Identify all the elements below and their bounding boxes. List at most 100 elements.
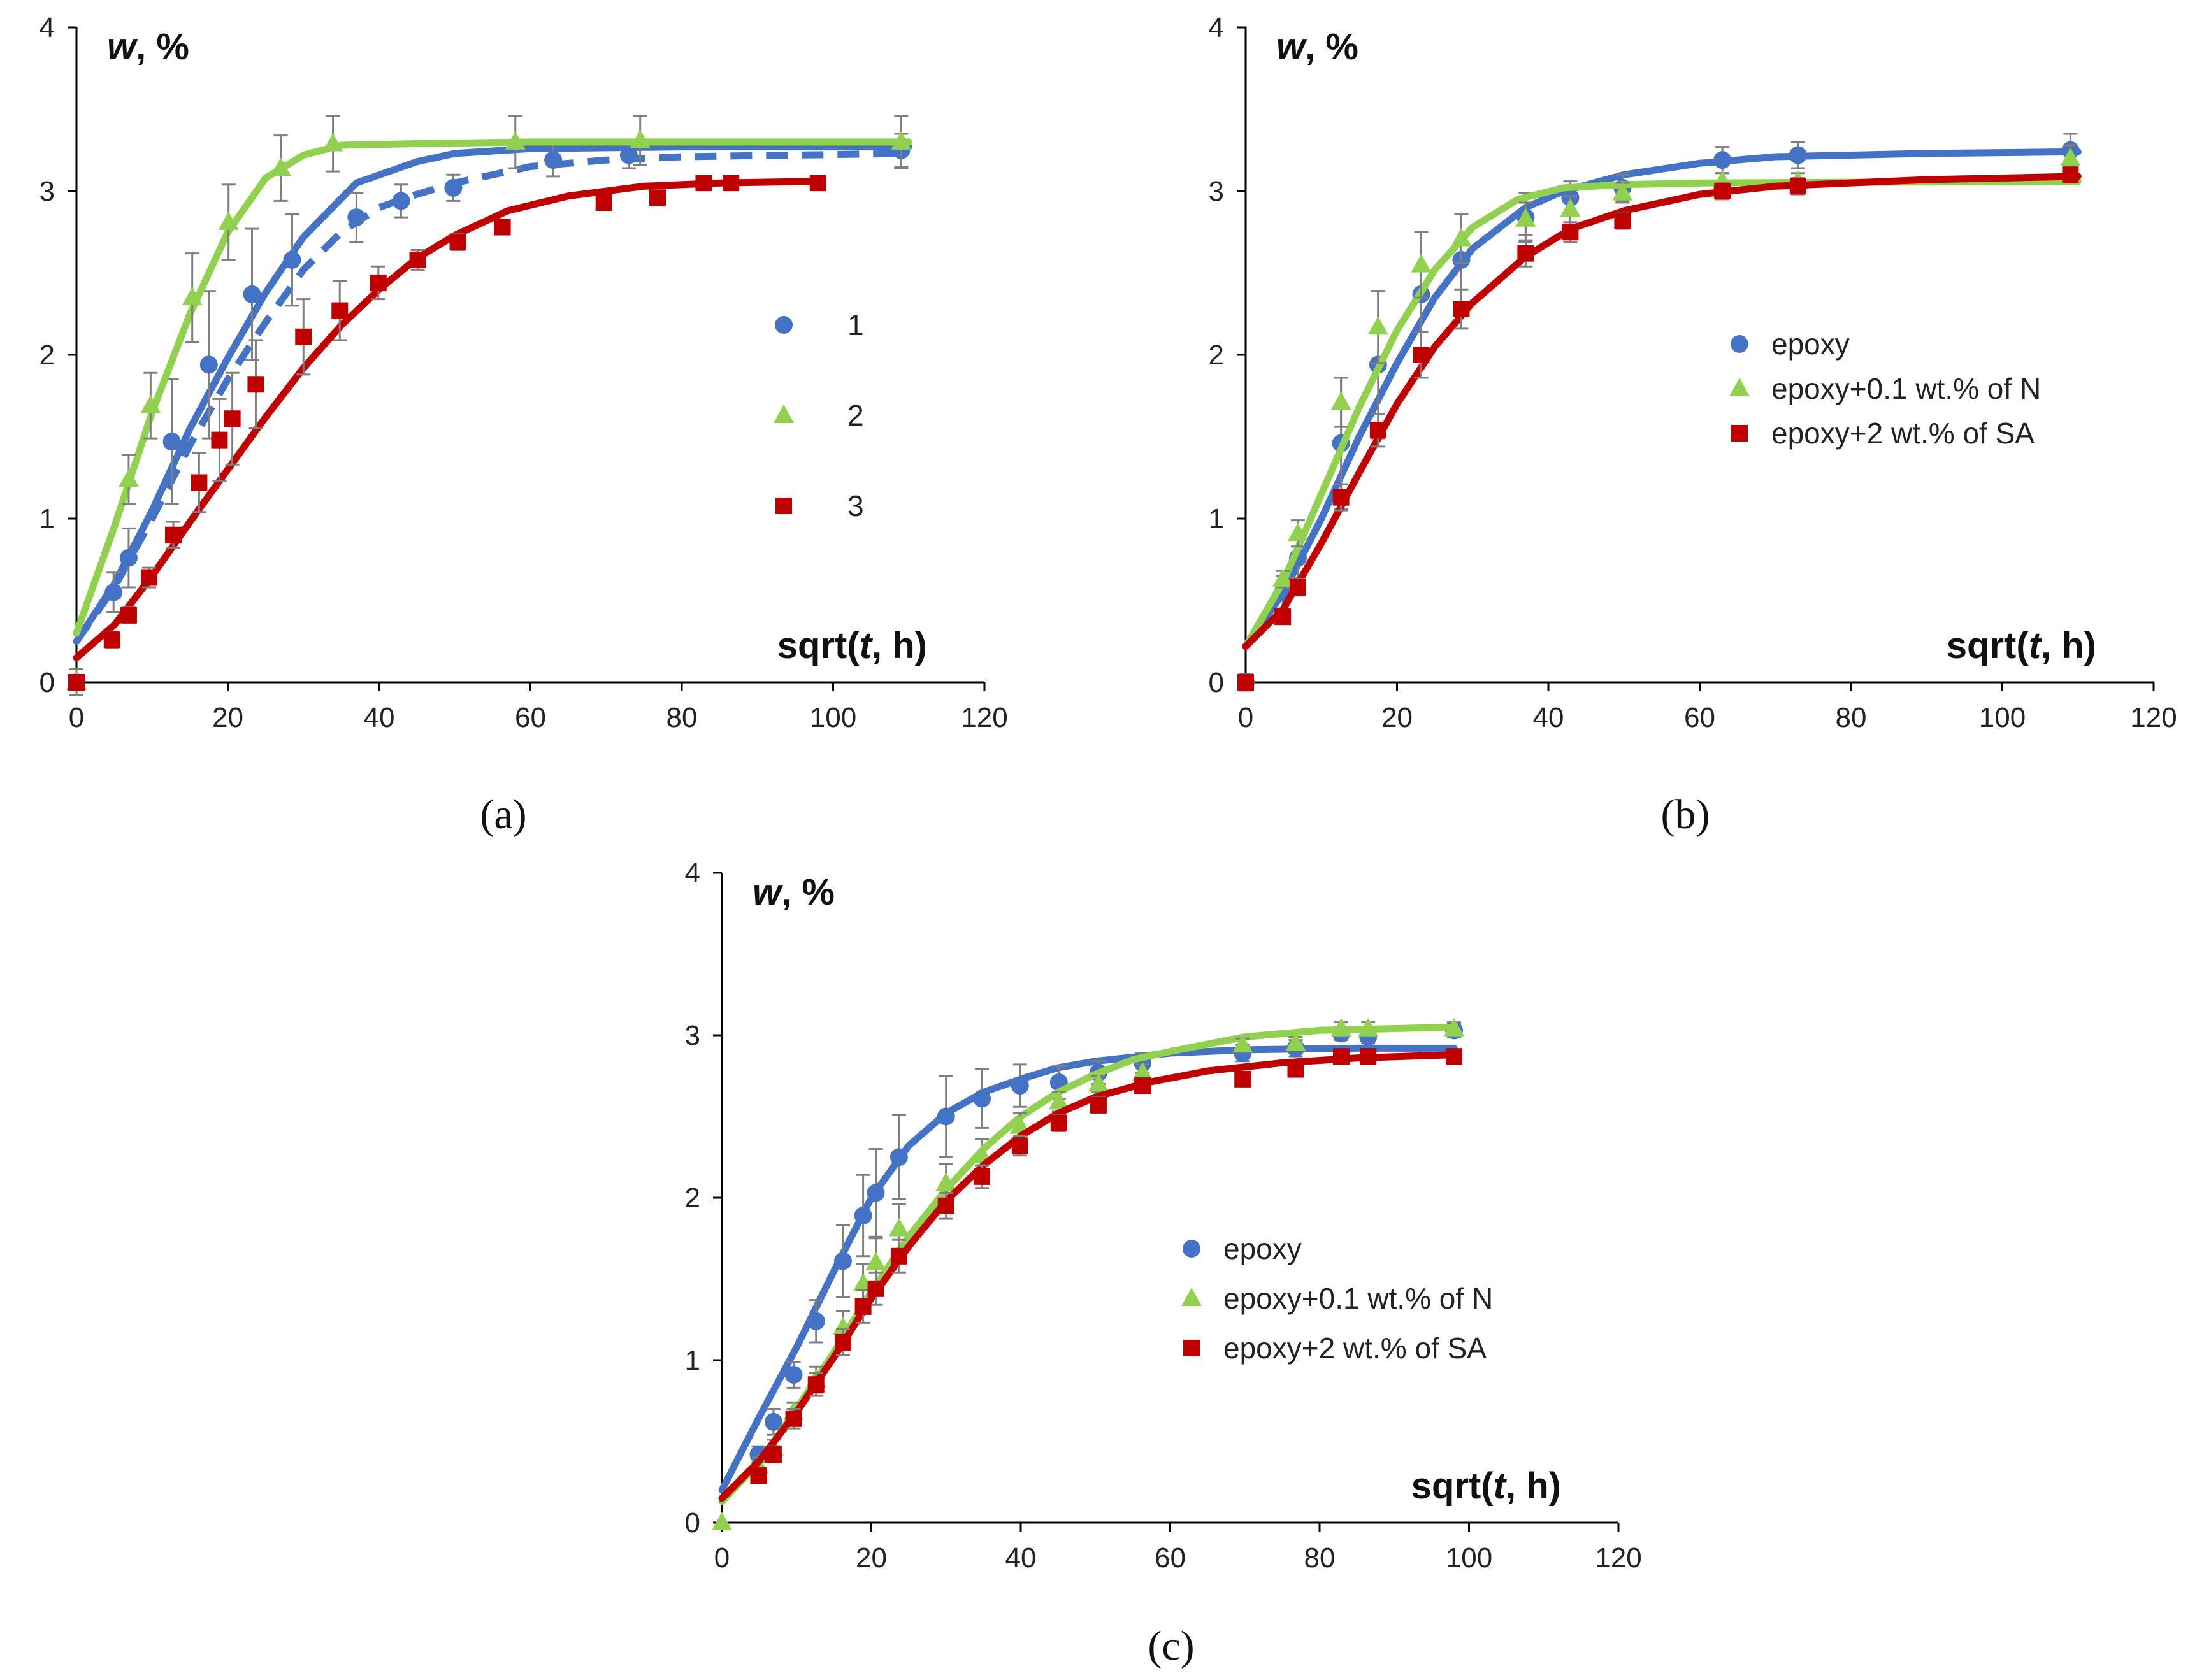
data-point [1234, 1070, 1251, 1088]
data-point [331, 302, 349, 319]
y-axis-title-var: w [753, 872, 784, 913]
data-point [218, 211, 239, 230]
x-tick-label: 80 [1304, 1542, 1336, 1574]
data-point [141, 569, 157, 586]
y-axis-title-unit: , % [781, 872, 835, 913]
legend-entry-a-2: 2 [774, 399, 864, 432]
x-tick-label: 40 [364, 702, 395, 733]
data-point [891, 131, 912, 150]
data-point [224, 410, 241, 427]
data-point [270, 157, 291, 176]
data-point [162, 433, 181, 451]
fit-curve-dashed [73, 150, 909, 643]
data-point [68, 674, 85, 691]
x-axis-title-var: t [1494, 1465, 1508, 1507]
data-point [1413, 347, 1430, 363]
y-tick-label: 0 [685, 1507, 700, 1539]
series-c-3 [718, 1048, 1463, 1502]
data-point [1011, 1077, 1029, 1095]
legend-label: epoxy+0.1 wt.% of N [1771, 372, 2041, 405]
data-point [809, 175, 826, 192]
y-axis-title-var: w [107, 26, 138, 68]
data-point [867, 1184, 885, 1202]
data-point [409, 251, 426, 268]
data-point [764, 1412, 782, 1431]
panel-caption: (b) [1661, 791, 1710, 838]
data-point [494, 219, 511, 236]
x-axis-title-pre: sqrt( [1411, 1465, 1494, 1507]
data-point [1237, 674, 1254, 691]
series-b-3 [1237, 166, 2082, 691]
data-point [867, 1280, 884, 1297]
fit-curve [718, 1044, 1458, 1494]
data-point [937, 1197, 954, 1214]
data-point [1411, 254, 1432, 273]
data-point [834, 1333, 851, 1351]
legend-label: epoxy [1223, 1232, 1302, 1265]
legend-entry-c-1: epoxy [1183, 1232, 1302, 1265]
legend-marker [1731, 425, 1748, 442]
data-point [199, 355, 218, 374]
data-point [347, 208, 366, 227]
x-tick-label: 80 [666, 702, 698, 733]
x-tick-label: 100 [1979, 702, 2026, 733]
y-tick-label: 2 [40, 340, 55, 371]
fit-curve [73, 143, 912, 645]
x-tick-label: 120 [2130, 702, 2177, 733]
data-point [103, 631, 120, 649]
data-point [2060, 147, 2081, 166]
legend-marker [1729, 378, 1750, 396]
panel-caption: (c) [1148, 1623, 1194, 1669]
legend-marker [1181, 1288, 1202, 1306]
x-tick-label: 20 [1381, 702, 1413, 733]
y-tick-label: 4 [40, 12, 55, 43]
data-point [1562, 224, 1579, 241]
data-point [1451, 227, 1472, 247]
y-axis-title: w, % [1276, 26, 1358, 68]
data-point [1517, 245, 1534, 262]
data-point [1369, 422, 1386, 439]
data-point [1132, 1061, 1153, 1081]
data-point [595, 194, 612, 211]
y-tick-label: 1 [1209, 503, 1224, 535]
data-point [974, 1168, 991, 1185]
data-point [1285, 1032, 1306, 1051]
x-tick-label: 100 [1446, 1542, 1492, 1574]
fit-curve [73, 138, 912, 637]
data-point [544, 151, 563, 169]
data-point [118, 468, 139, 487]
data-point [750, 1467, 767, 1484]
x-axis-title-var: t [2029, 625, 2043, 666]
data-point [140, 394, 161, 413]
data-point [247, 376, 264, 393]
data-point [1444, 1017, 1465, 1037]
series-a-3 [68, 175, 826, 691]
data-point [1332, 489, 1350, 506]
legend-label: 3 [847, 489, 864, 522]
data-point [165, 526, 182, 543]
data-point [1714, 183, 1731, 199]
data-point [1360, 1048, 1377, 1065]
y-axis-title: w, % [107, 26, 189, 68]
data-point [649, 189, 666, 206]
data-point [1274, 608, 1292, 626]
x-tick-label: 40 [1533, 702, 1564, 733]
x-axis-title: sqrt(t, h) [777, 625, 927, 666]
data-point [283, 250, 301, 269]
data-point [1287, 1061, 1304, 1078]
data-point [888, 1217, 909, 1237]
data-point [1134, 1077, 1151, 1095]
data-point [1088, 1073, 1109, 1092]
data-point [392, 192, 410, 210]
x-tick-label: 20 [856, 1542, 887, 1574]
data-point [1515, 208, 1536, 227]
legend-label: 1 [847, 308, 864, 341]
legend-marker [775, 316, 793, 334]
data-point [295, 328, 312, 345]
y-tick-label: 0 [1209, 667, 1224, 698]
x-axis-title: sqrt(t, h) [1947, 625, 2096, 666]
fit-curve [1242, 178, 2082, 650]
x-tick-label: 0 [1238, 702, 1253, 733]
legend-label: epoxy [1771, 327, 1850, 361]
